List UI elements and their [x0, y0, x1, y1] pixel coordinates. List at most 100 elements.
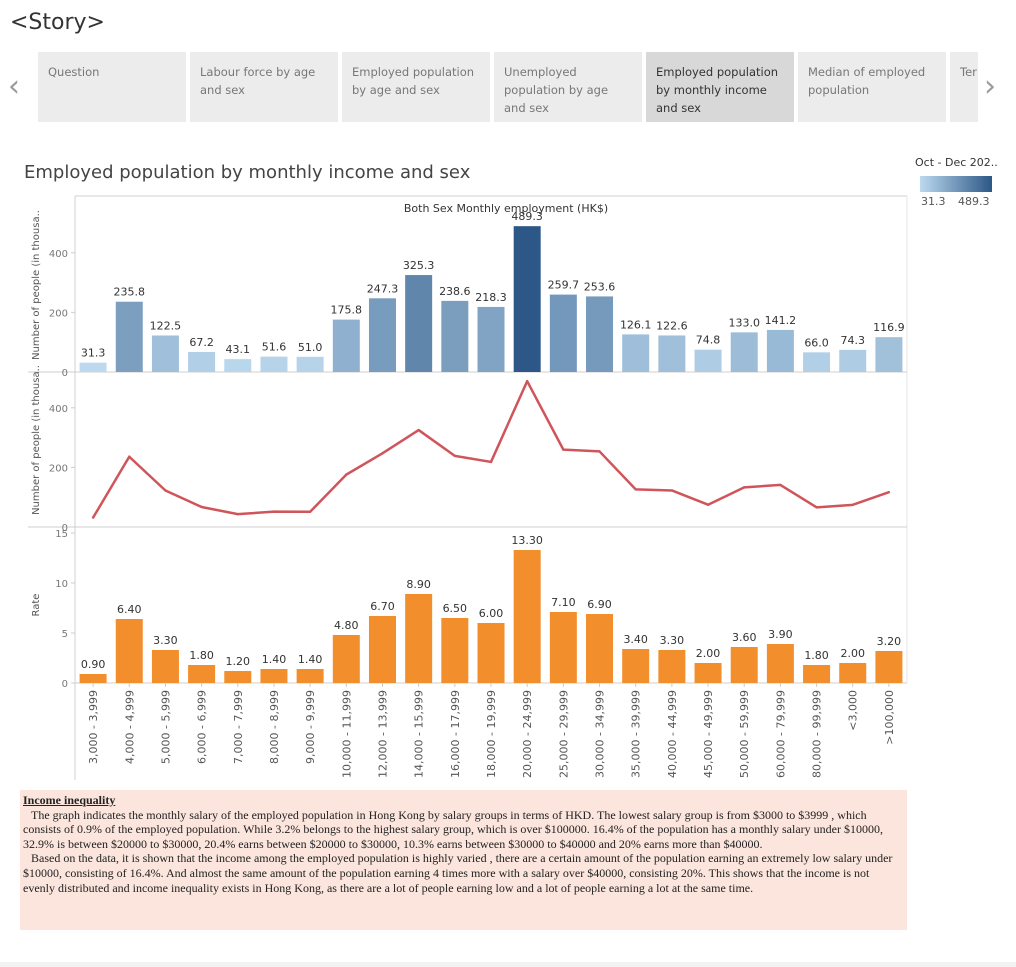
- tab-employed-population[interactable]: Employed population by age and sex: [342, 52, 490, 122]
- y-tick-label: 400: [49, 404, 68, 415]
- x-tick-label: 20,000 - 24,999: [521, 690, 534, 778]
- x-tick-label: 35,000 - 39,999: [630, 690, 643, 778]
- line-point: [598, 450, 601, 453]
- bar: [549, 294, 577, 372]
- chevron-right-icon[interactable]: ›: [984, 69, 996, 104]
- legend-title: Oct - Dec 202..: [915, 156, 998, 169]
- y-tick-label: 0: [62, 679, 68, 690]
- bar: [766, 329, 794, 372]
- bar: [839, 349, 867, 372]
- x-tick-label: 60,000 - 79,999: [774, 690, 787, 778]
- bottom-divider: [0, 962, 1016, 967]
- legend-max: 489.3: [958, 195, 990, 208]
- y-axis-label: Number of people (in thousa..: [31, 210, 42, 360]
- data-label: 3.20: [877, 635, 902, 648]
- data-label: 0.90: [81, 658, 106, 671]
- bar: [332, 319, 360, 372]
- legend-color-ramp: [920, 176, 992, 192]
- data-label: 3.90: [768, 628, 793, 641]
- line-point: [634, 488, 637, 491]
- story-tabs: Question Labour force by age and sex Emp…: [38, 52, 978, 122]
- x-tick-label: 80,000 - 99,999: [811, 690, 824, 778]
- line-point: [453, 454, 457, 458]
- data-label: 6.00: [479, 607, 504, 620]
- y-tick-label: 200: [49, 463, 68, 474]
- x-tick-label: 12,000 - 13,999: [376, 690, 389, 778]
- bar: [586, 614, 614, 683]
- bar: [405, 594, 433, 683]
- data-label: 116.9: [873, 321, 905, 334]
- data-label: 1.80: [189, 649, 214, 662]
- tab-unemployed-population[interactable]: Unemployed population by age and sex: [494, 52, 642, 122]
- x-tick-label: 4,000 - 4,999: [123, 690, 136, 764]
- data-label: 259.7: [548, 279, 580, 292]
- chart: Both Sex Monthly employment (HK$) 0 200 400…: [28, 195, 908, 780]
- data-label: 235.8: [114, 286, 146, 299]
- line-point: [743, 486, 746, 489]
- y-tick-label: 15: [55, 529, 68, 540]
- data-label: 74.3: [840, 334, 865, 347]
- data-label: 2.00: [840, 647, 865, 660]
- bar: [224, 359, 252, 372]
- bar: [694, 349, 722, 372]
- text-paragraph-1: The graph indicates the monthly salary o…: [23, 807, 883, 851]
- bar: [188, 351, 216, 372]
- story-title: <Story>: [10, 10, 105, 35]
- tab-employed-by-income[interactable]: Employed population by monthly income an…: [646, 52, 794, 122]
- data-label: 238.6: [439, 285, 471, 298]
- bar: [368, 616, 396, 683]
- x-tick-label: >100,000: [883, 690, 896, 745]
- text-paragraph-2: Based on the data, it is shown that the …: [23, 851, 893, 895]
- data-label: 3.40: [623, 633, 648, 646]
- data-label: 51.0: [298, 341, 323, 354]
- data-label: 247.3: [367, 282, 399, 295]
- bar: [875, 337, 903, 372]
- bar: [260, 669, 288, 683]
- x-tick-label: 45,000 - 49,999: [702, 690, 715, 778]
- y-tick-label: 0: [62, 368, 68, 379]
- tab-labour-force[interactable]: Labour force by age and sex: [190, 52, 338, 122]
- series-line: [92, 379, 890, 519]
- x-tick-label: 10,000 - 11,999: [340, 690, 353, 778]
- x-tick-label: 40,000 - 44,999: [666, 690, 679, 778]
- line-point: [381, 452, 384, 455]
- data-label: 122.5: [150, 319, 182, 332]
- bar: [658, 335, 686, 372]
- bar: [622, 649, 650, 683]
- bar: [260, 356, 288, 372]
- data-label: 13.30: [511, 534, 543, 547]
- data-label: 7.10: [551, 596, 576, 609]
- bar: [694, 663, 722, 683]
- bar: [803, 352, 831, 372]
- bar: [839, 663, 867, 683]
- chevron-left-icon[interactable]: ‹: [8, 69, 20, 104]
- line-point: [706, 503, 710, 506]
- bar: [151, 335, 179, 372]
- data-label: 66.0: [804, 336, 829, 349]
- bar: [513, 550, 541, 683]
- bar: [332, 635, 360, 683]
- tab-next-partial[interactable]: Ter and in 2: [950, 52, 978, 122]
- bar: [79, 362, 107, 372]
- x-tick-label: 30,000 - 34,999: [594, 690, 607, 778]
- line-point: [91, 516, 95, 519]
- data-label: 1.80: [804, 649, 829, 662]
- data-label: 325.3: [403, 259, 435, 272]
- bar: [549, 612, 577, 683]
- bar: [151, 650, 179, 683]
- data-label: 1.40: [262, 653, 287, 666]
- line-point: [851, 503, 854, 507]
- data-label: 43.1: [226, 343, 251, 356]
- x-tick-label: 14,000 - 15,999: [413, 690, 426, 778]
- data-label: 31.3: [81, 347, 106, 360]
- tab-question[interactable]: Question: [38, 52, 186, 122]
- y-tick-label: 10: [55, 579, 68, 590]
- tab-median-employed[interactable]: Median of employed population: [798, 52, 946, 122]
- data-label: 175.8: [331, 304, 363, 317]
- bar: [115, 301, 143, 372]
- data-label: 67.2: [189, 336, 214, 349]
- line-point: [887, 490, 891, 494]
- line-point: [417, 428, 420, 432]
- data-label: 1.40: [298, 653, 323, 666]
- data-label: 133.0: [728, 316, 760, 329]
